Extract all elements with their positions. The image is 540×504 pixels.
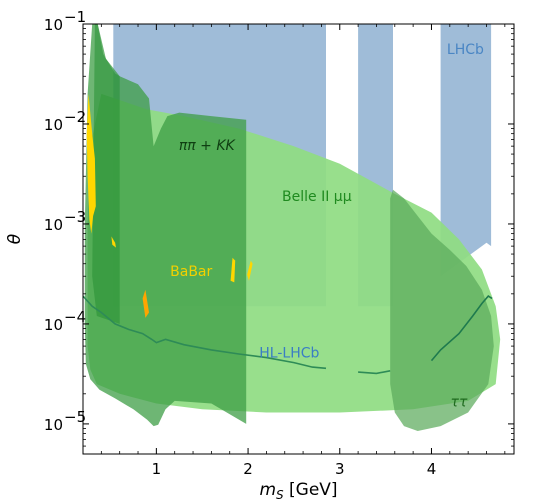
- region-labels: LHCb Belle II μμ ττ ππ + KK BaBar HL-LHCb: [170, 42, 484, 410]
- x-axis-label: mS [GeV]: [259, 480, 337, 502]
- x-tick-label: 4: [427, 460, 437, 478]
- line-hl-lhcb-2: [358, 370, 391, 375]
- label-belle-ii: Belle II μμ: [282, 189, 352, 205]
- y-tick-exponent: −3: [64, 208, 86, 226]
- region-babar-4: [247, 260, 253, 281]
- y-tick-label: 10: [44, 16, 63, 34]
- label-babar: BaBar: [170, 264, 212, 280]
- line-hl-lhcb: [83, 295, 327, 370]
- x-tick-label: 1: [152, 460, 162, 478]
- y-axis-label: θ: [5, 233, 25, 244]
- x-tick-label: 3: [335, 460, 345, 478]
- label-lhcb: LHCb: [447, 42, 484, 58]
- regions-layer: [84, 24, 501, 431]
- region-babar-orange: [142, 289, 149, 318]
- label-pipi-kk: ππ + KK: [179, 138, 237, 154]
- y-tick-label: 10: [44, 216, 63, 234]
- region-tautau: [390, 189, 494, 431]
- y-tick-label: 10: [44, 316, 63, 334]
- region-pipi-kk: [84, 24, 247, 427]
- plot-frame: [82, 23, 515, 455]
- x-tick-label: 2: [243, 460, 253, 478]
- y-tick-exponent: −2: [64, 108, 86, 126]
- label-hl-lhcb: HL-LHCb: [259, 346, 319, 362]
- region-lhcb-3: [440, 24, 492, 277]
- region-babar-2: [111, 236, 116, 248]
- axis-ticks: 1 2 3 410−110−210−310−410−5: [44, 8, 514, 478]
- region-pipi-kk-dark: [92, 24, 120, 324]
- y-tick-label: 10: [44, 416, 63, 434]
- region-babar: [86, 93, 96, 234]
- y-tick-label: 10: [44, 116, 63, 134]
- y-tick-exponent: −1: [64, 8, 86, 26]
- region-babar-3: [230, 257, 236, 283]
- label-tautau: ττ: [451, 394, 468, 410]
- y-tick-exponent: −4: [64, 308, 86, 326]
- y-tick-exponent: −5: [64, 408, 86, 426]
- lines-layer: [83, 295, 493, 375]
- line-hl-lhcb-3: [430, 295, 493, 362]
